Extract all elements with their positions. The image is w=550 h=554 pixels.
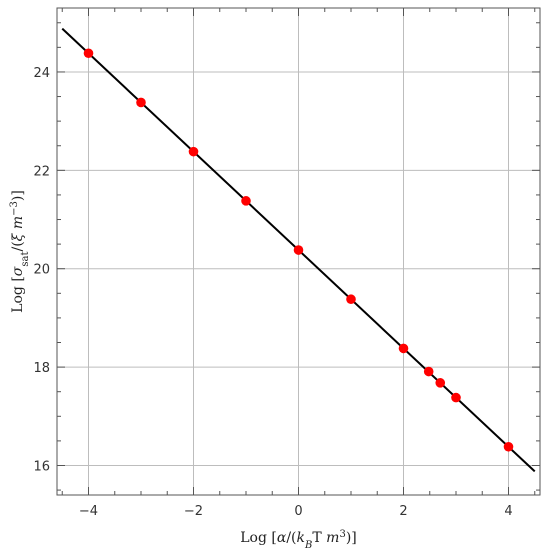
data-point: [293, 245, 304, 255]
x-axis-label: Log [α/(kBT m3)]: [240, 529, 357, 551]
x-tick-label: 2: [399, 504, 407, 519]
y-tick-label: 22: [33, 164, 50, 179]
data-point: [435, 378, 446, 388]
data-point: [423, 366, 434, 377]
data-point: [188, 146, 199, 157]
x-tick-label: −4: [79, 504, 98, 519]
grid-lines: [57, 8, 540, 495]
data-point: [136, 97, 146, 108]
data-point: [503, 441, 514, 452]
y-axis-label: Log [σsat/(ξ m−3)]: [9, 190, 31, 313]
axis-ticks: [57, 8, 540, 495]
data-points: [83, 48, 514, 452]
x-tick-label: 0: [294, 504, 302, 519]
x-tick-label: −2: [184, 504, 203, 519]
x-tick-label: 4: [504, 504, 512, 519]
data-point: [451, 392, 461, 403]
data-point: [346, 294, 356, 305]
data-point: [398, 343, 409, 354]
data-point: [83, 48, 94, 59]
y-tick-label: 16: [33, 459, 50, 474]
data-point: [241, 196, 251, 206]
y-tick-label: 18: [33, 361, 50, 376]
y-tick-label: 24: [33, 66, 50, 81]
y-tick-label: 20: [33, 263, 50, 278]
